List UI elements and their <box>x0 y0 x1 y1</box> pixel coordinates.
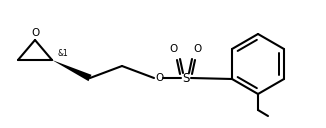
Text: &1: &1 <box>58 50 68 58</box>
Text: O: O <box>155 73 163 83</box>
Text: O: O <box>170 45 178 55</box>
Text: O: O <box>31 29 39 39</box>
Text: S: S <box>182 72 190 84</box>
Polygon shape <box>52 60 92 81</box>
Text: O: O <box>194 45 202 55</box>
